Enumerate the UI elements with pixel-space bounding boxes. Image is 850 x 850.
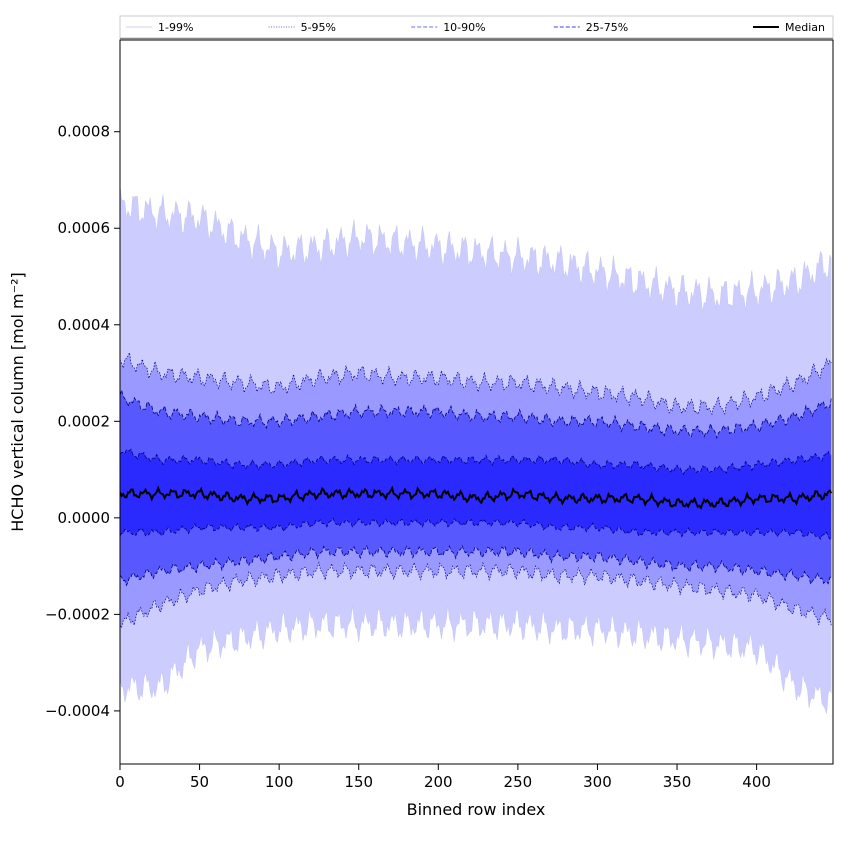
x-tick-label: 0 [115, 773, 125, 791]
x-tick-label: 300 [583, 773, 612, 791]
y-axis: −0.0004 −0.0002 0.0000 0.0002 0.0004 0.0006 0.… [45, 123, 120, 720]
band-layer [120, 186, 832, 714]
band-p25_75 [120, 449, 832, 540]
y-tick-label: −0.0004 [45, 702, 110, 720]
band-edge-p10_90-upper [120, 388, 832, 440]
x-tick-label: 150 [344, 773, 373, 791]
legend-label: Median [785, 21, 825, 34]
median-line [120, 485, 833, 510]
band-edge-p5_95-lower [120, 561, 832, 629]
legend-label: 25-75% [586, 21, 628, 34]
y-tick-label: 0.0002 [58, 412, 111, 430]
x-axis: 0 50 100 150 200 250 300 350 400 [115, 764, 771, 791]
y-tick-label: −0.0002 [45, 605, 110, 623]
y-tick-label: 0.0004 [58, 316, 111, 334]
y-axis-label: HCHO vertical column [mol m⁻²] [8, 272, 27, 531]
x-axis-label: Binned row index [407, 800, 546, 819]
band-edge-p25_75-upper [120, 448, 832, 476]
x-tick-label: 400 [742, 773, 771, 791]
legend-label: 10-90% [443, 21, 485, 34]
band-edge-p1_99-upper [120, 186, 832, 313]
y-tick-label: 0.0000 [58, 509, 111, 527]
band-edge-p1_99-lower [120, 604, 832, 714]
x-tick-label: 250 [504, 773, 533, 791]
band-edge-layer [120, 186, 832, 714]
plot-frame [119, 39, 834, 765]
x-tick-label: 200 [424, 773, 453, 791]
y-tick-label: 0.0006 [58, 219, 111, 237]
x-tick-label: 100 [265, 773, 294, 791]
legend-label: 5-95% [301, 21, 336, 34]
median-layer [120, 485, 833, 510]
band-edge-p10_90-lower [120, 544, 832, 587]
x-tick-label: 50 [190, 773, 209, 791]
legend: 1-99% 5-95% 10-90% 25-75% Median [119, 15, 834, 40]
legend-label: 1-99% [158, 21, 193, 34]
y-tick-label: 0.0008 [58, 123, 111, 141]
x-tick-label: 350 [663, 773, 692, 791]
